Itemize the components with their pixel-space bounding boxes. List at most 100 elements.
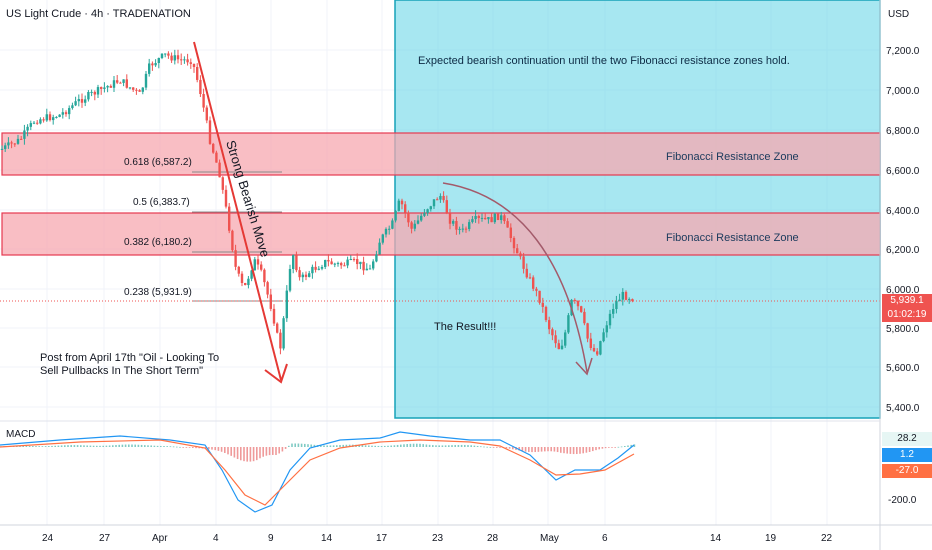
time-tick: 23 (432, 533, 444, 544)
upper-zone-label: Fibonacci Resistance Zone (666, 151, 799, 163)
candle-body (394, 210, 397, 221)
candle-body (132, 87, 135, 90)
macd-histogram-bar (249, 447, 252, 462)
candle-body (592, 347, 596, 352)
macd-histogram-bar (339, 445, 341, 447)
macd-histogram-bar (441, 445, 444, 447)
macd-histogram-bar (432, 445, 434, 447)
candle-body (170, 55, 173, 61)
macd-histogram-bar (67, 445, 69, 447)
macd-histogram-bar (412, 443, 415, 447)
candle-body (167, 53, 170, 56)
candle-body (484, 217, 487, 220)
candle-body (468, 222, 471, 230)
candle-body (0, 148, 4, 150)
time-axis[interactable]: 24 27 Apr 4 9 14 17 23 28 May 6 14 19 22 (42, 533, 833, 544)
macd-histogram-bar (214, 447, 216, 451)
macd-histogram-bar (64, 445, 66, 447)
candle-body (260, 264, 263, 270)
macd-histogram-bar (70, 445, 72, 447)
candle-body (378, 242, 381, 255)
macd-histogram-bar (96, 445, 98, 447)
candle-body (336, 263, 340, 265)
macd-histogram-bar (99, 445, 101, 447)
candle-body (231, 230, 234, 251)
symbol-title[interactable]: US Light Crude · 4h · TRADENATION (6, 8, 191, 20)
macd-histogram-bar (208, 447, 210, 450)
candle-body (567, 315, 570, 333)
candle-body (36, 122, 39, 124)
candle-body (624, 291, 628, 300)
candle-body (160, 53, 164, 59)
candle-body (327, 259, 330, 262)
candle-body (295, 255, 298, 271)
candle-body (154, 63, 157, 66)
macd-histogram-bar (576, 447, 578, 455)
candle-body (471, 219, 474, 223)
macd-histogram-bar (588, 447, 591, 452)
macd-histogram-bar (620, 446, 623, 448)
macd-histogram-bar (163, 446, 165, 447)
countdown-tag: 01:02:19 (882, 308, 932, 322)
macd-hist-tag: -27.0 (882, 464, 932, 478)
macd-histogram-bar (307, 444, 309, 447)
candle-body (84, 99, 87, 103)
candle-body (135, 89, 138, 91)
candle-body (276, 323, 279, 333)
macd-histogram-bar (76, 445, 79, 447)
time-tick: 17 (376, 533, 388, 544)
candle-body (266, 282, 269, 295)
macd-histogram-bar (259, 447, 261, 459)
candle-body (10, 142, 13, 144)
candle-body (205, 107, 208, 121)
macd-histogram-bar (291, 443, 293, 447)
macd-histogram-bar (25, 445, 28, 447)
macd-histogram-bar (227, 447, 229, 455)
macd-histogram-bar (147, 445, 149, 447)
candle-body (196, 67, 199, 80)
time-tick: 28 (487, 533, 499, 544)
currency-label[interactable]: USD (888, 9, 910, 20)
macd-histogram-bar (617, 446, 620, 448)
macd-histogram-bar (105, 445, 108, 447)
candle-body (247, 278, 250, 286)
macd-histogram-bar (342, 444, 344, 447)
candle-body (436, 199, 439, 201)
projection-box[interactable] (394, 0, 881, 419)
macd-histogram-bar (86, 445, 88, 447)
candle-body (583, 311, 586, 324)
macd-histogram-bar (390, 445, 392, 447)
candle-body (71, 105, 74, 109)
macd-histogram-bar (521, 447, 524, 452)
macd-histogram-bar (358, 444, 360, 447)
macd-histogram-bar (211, 447, 213, 450)
candle-body (240, 273, 244, 284)
time-tick: 14 (321, 533, 333, 544)
candle-body (317, 268, 320, 270)
candle-body (432, 199, 436, 207)
macd-histogram-bar (505, 447, 508, 449)
candle-body (464, 228, 468, 230)
lower-resistance-zone[interactable] (1, 212, 881, 256)
macd-histogram-bar (396, 444, 399, 447)
upper-resistance-zone[interactable] (1, 132, 881, 176)
macd-label[interactable]: MACD (6, 429, 36, 440)
candle-body (221, 177, 224, 190)
price-axis[interactable]: 7,200.0 7,000.0 6,800.0 6,600.0 6,400.0 … (886, 46, 920, 506)
candle-body (618, 299, 621, 302)
macd-histogram-bar (195, 447, 197, 449)
candle-body (388, 228, 391, 230)
macd-histogram-bar (627, 445, 629, 447)
macd-histogram-bar (508, 447, 511, 449)
macd-histogram-bar (51, 445, 53, 447)
macd-histogram-bar (569, 447, 572, 454)
candle-body (605, 325, 608, 333)
candle-body (573, 299, 576, 301)
macd-histogram-bar (48, 446, 50, 447)
candle-body (365, 268, 368, 271)
macd-histogram-bar (284, 447, 287, 449)
macd-histogram-bar (400, 444, 402, 447)
macd-histogram-bar (633, 444, 636, 447)
candle-body (58, 114, 61, 117)
